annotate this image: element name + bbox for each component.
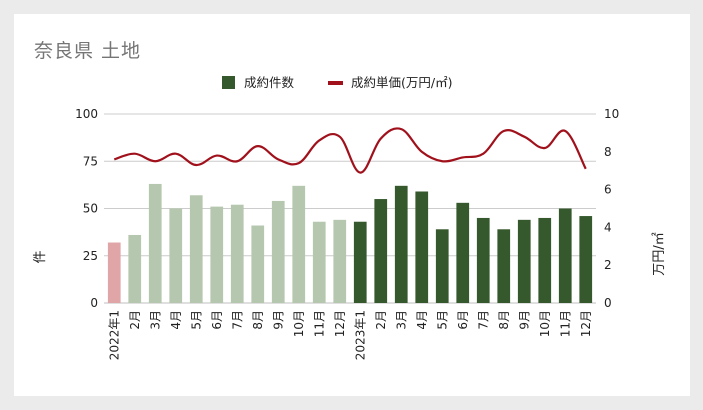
x-tick-label: 12月 — [333, 310, 347, 337]
y-axis-title: 件 — [33, 250, 48, 263]
x-tick-label: 2月 — [128, 310, 142, 330]
y-tick-label: 50 — [83, 202, 98, 216]
legend-bar-swatch — [222, 76, 235, 89]
bar — [271, 200, 285, 303]
bar — [353, 221, 367, 303]
y2-tick-label: 4 — [604, 220, 612, 234]
x-tick-label: 11月 — [312, 310, 326, 337]
x-tick-label: 4月 — [169, 310, 183, 330]
right-axis-ticks: 10 8 6 4 2 0 — [604, 107, 619, 310]
gridlines — [104, 113, 596, 304]
x-tick-label: 12月 — [579, 310, 593, 337]
y-tick-label: 25 — [83, 249, 98, 263]
bar — [435, 229, 449, 303]
x-tick-label: 8月 — [497, 310, 511, 330]
legend-line-label: 成約単価(万円/㎡) — [351, 75, 452, 90]
bar — [292, 185, 306, 303]
x-tick-label: 8月 — [251, 310, 265, 330]
x-tick-label: 3月 — [394, 310, 408, 330]
x-tick-label: 9月 — [517, 310, 531, 330]
bar — [456, 202, 470, 303]
bar — [333, 219, 347, 303]
x-tick-label: 3月 — [148, 310, 162, 330]
x-tick-label: 7月 — [476, 310, 490, 330]
bar — [230, 204, 244, 303]
x-tick-label: 5月 — [189, 310, 203, 330]
x-tick-label: 4月 — [415, 310, 429, 330]
y2-tick-label: 6 — [604, 183, 612, 197]
bar — [415, 191, 429, 303]
left-axis-ticks: 100 75 50 25 0 — [75, 107, 98, 310]
x-tick-label: 10月 — [538, 310, 552, 337]
bar-series — [107, 183, 593, 303]
y2-tick-label: 8 — [604, 145, 612, 159]
x-tick-label: 6月 — [456, 310, 470, 330]
bar — [251, 225, 265, 303]
bar — [517, 219, 531, 303]
y2-axis-title: 万円/㎡ — [652, 232, 667, 275]
bar — [476, 217, 490, 303]
bar — [312, 221, 326, 303]
bar — [148, 183, 162, 303]
x-axis-ticks: 2022年1 2月 3月 4月 5月 6月 7月 8月 9月 10月 11月 12月 2023年1 2月 3… — [107, 310, 593, 360]
legend: 成約件数 成約単価(万円/㎡) — [222, 75, 452, 90]
x-tick-label: 10月 — [292, 310, 306, 337]
bar — [394, 185, 408, 303]
chart-title: 奈良県 土地 — [34, 40, 142, 62]
y-tick-label: 100 — [75, 107, 98, 121]
bar — [210, 206, 224, 303]
bar — [579, 216, 593, 303]
x-tick-label: 11月 — [558, 310, 572, 337]
x-tick-label: 5月 — [435, 310, 449, 330]
bar — [189, 195, 203, 303]
y-tick-label: 0 — [90, 296, 98, 310]
line-path — [113, 127, 587, 174]
x-tick-label: 9月 — [271, 310, 285, 330]
chart-card: 奈良県 土地 100 75 50 25 0 10 8 6 4 2 0 2022年1 2月 3月 4月 5月… — [14, 14, 690, 396]
x-tick-label: 7月 — [230, 310, 244, 330]
bar — [107, 242, 121, 303]
legend-bar-label: 成約件数 — [244, 75, 295, 90]
line-series — [113, 127, 587, 174]
bar — [558, 208, 572, 303]
bar — [169, 208, 183, 303]
x-tick-label: 2月 — [374, 310, 388, 330]
y-tick-label: 75 — [83, 154, 98, 168]
bar — [538, 217, 552, 303]
y2-tick-label: 10 — [604, 107, 619, 121]
combo-chart: 100 75 50 25 0 10 8 6 4 2 0 2022年1 2月 3月 4月 5月 6月 7月 8月 9… — [33, 75, 667, 360]
bar — [374, 199, 388, 303]
y2-tick-label: 0 — [604, 296, 612, 310]
bar — [497, 229, 511, 303]
bar — [128, 234, 142, 303]
x-tick-label: 6月 — [210, 310, 224, 330]
x-tick-label: 2023年1 — [353, 310, 367, 360]
y2-tick-label: 2 — [604, 258, 612, 272]
x-tick-label: 2022年1 — [107, 310, 121, 360]
